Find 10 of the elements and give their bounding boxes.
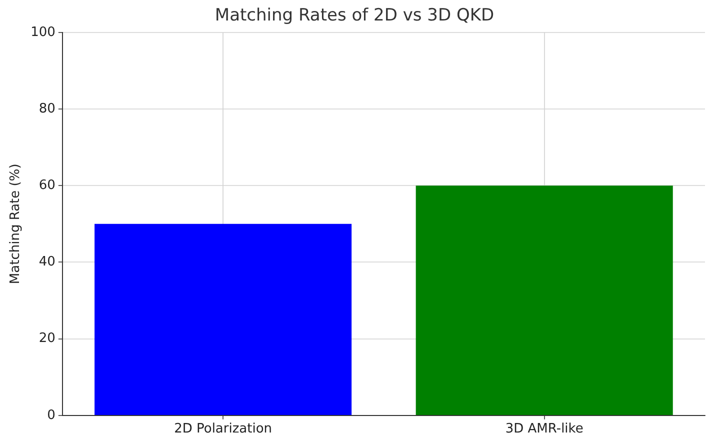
y-tick-label: 20 [38, 331, 56, 346]
x-tick-label: 2D Polarization [174, 422, 272, 437]
y-axis-title: Matching Rate (%) [8, 164, 24, 284]
y-tick-label: 80 [38, 101, 56, 116]
chart-title: Matching Rates of 2D vs 3D QKD [214, 6, 494, 26]
x-tick-label: 3D AMR-like [505, 422, 584, 437]
y-tick-label: 60 [38, 178, 56, 193]
y-tick-label: 100 [30, 24, 56, 40]
y-tick-label: 40 [38, 254, 56, 270]
y-tick-label: 0 [47, 408, 56, 423]
